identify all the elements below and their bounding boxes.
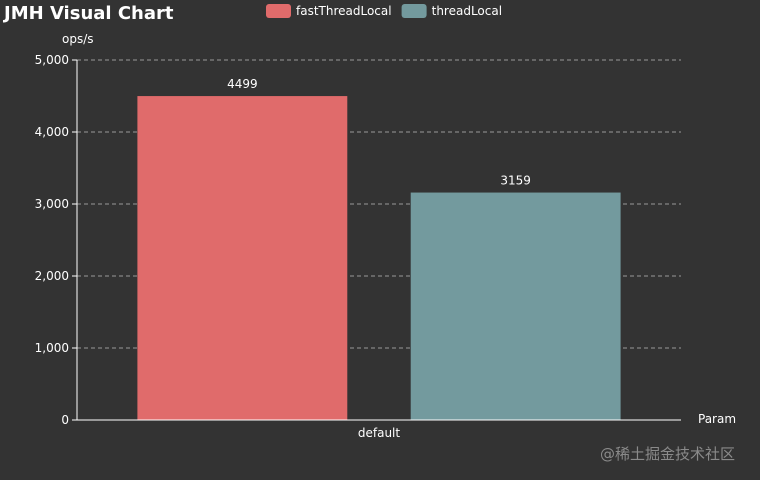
legend-item-threadLocal[interactable]: threadLocal: [401, 4, 502, 18]
legend-item-fastThreadLocal[interactable]: fastThreadLocal: [266, 4, 392, 18]
y-axis: 0 1,000 2,000 3,000 4,000 5,000: [35, 53, 78, 427]
legend-label: fastThreadLocal: [296, 4, 392, 18]
y-tick-label: 1,000: [35, 341, 69, 355]
y-tick-label: 3,000: [35, 197, 69, 211]
bar-threadLocal[interactable]: [410, 192, 621, 420]
legend-label: threadLocal: [432, 4, 502, 18]
x-axis: default: [77, 419, 681, 440]
data-label: 4499: [227, 77, 258, 91]
legend: fastThreadLocal threadLocal: [266, 4, 502, 18]
x-axis-title: Param: [698, 412, 736, 426]
bars: 4499 3159: [137, 77, 621, 421]
legend-swatch: [401, 4, 427, 18]
y-tick-label: 5,000: [35, 53, 69, 67]
legend-swatch: [266, 4, 291, 18]
y-tick-label: 4,000: [35, 125, 69, 139]
data-label: 3159: [500, 174, 531, 188]
y-tick-label: 2,000: [35, 269, 69, 283]
y-tick-label: 0: [61, 413, 69, 427]
y-axis-title: ops/s: [62, 32, 94, 46]
watermark: @稀土掘金技术社区: [600, 445, 735, 463]
x-tick-label: default: [358, 426, 401, 440]
chart-title: JMH Visual Chart: [2, 3, 174, 24]
bar-fastThreadLocal[interactable]: [137, 96, 348, 421]
